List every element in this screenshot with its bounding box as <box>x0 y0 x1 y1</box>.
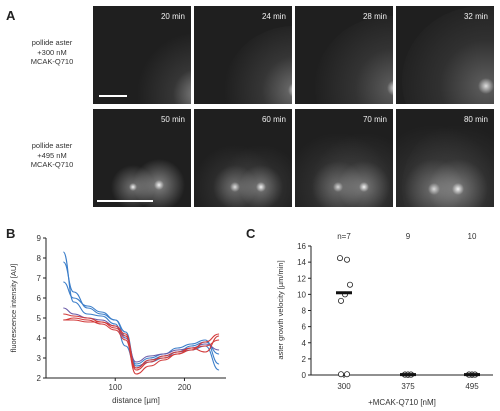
micrograph-row1-t2: 24 min <box>194 6 292 104</box>
c-point <box>337 255 344 262</box>
row-2-label-line-2: +495 nM <box>37 150 67 160</box>
b-y-tick-label: 7 <box>37 274 42 283</box>
time-label: 20 min <box>160 12 185 21</box>
panel-c-chart: 0 2 4 6 8 10 12 14 16 300 375 495 n=7 9 10 +MCAK-Q71… <box>276 232 493 407</box>
time-label: 24 min <box>261 12 286 21</box>
row-1-label-line-3: MCAK-Q710 <box>30 57 74 66</box>
c-median-bar <box>464 373 480 377</box>
c-n-label: n=7 <box>337 232 351 241</box>
c-point <box>344 371 351 378</box>
time-label: 50 min <box>160 115 185 124</box>
b-y-tick-label: 4 <box>37 334 42 343</box>
b-series-line-7 <box>63 313 220 369</box>
aster-glow <box>315 16 393 104</box>
b-y-tick-label: 5 <box>37 314 42 323</box>
b-y-ticks: 2 3 4 5 6 7 8 9 <box>37 234 46 383</box>
c-n-label: 9 <box>406 232 411 241</box>
row-1-label-line-2: +300 nM <box>37 47 67 57</box>
aster-glow-right <box>119 147 191 207</box>
b-x-tick-label: 200 <box>178 383 192 392</box>
micrograph-row2-t4: 80 min <box>396 109 494 207</box>
b-series-line-6 <box>63 319 220 371</box>
c-y-tick-label: 0 <box>302 371 307 380</box>
time-label: 32 min <box>463 12 488 21</box>
time-label: 28 min <box>362 12 387 21</box>
b-y-tick-label: 3 <box>37 354 42 363</box>
c-points <box>337 255 478 378</box>
time-label: 80 min <box>463 115 488 124</box>
b-series-line-2 <box>62 261 220 365</box>
panel-c-letter: C <box>246 226 256 241</box>
b-series-line-3 <box>63 281 220 367</box>
b-y-tick-label: 6 <box>37 294 42 303</box>
b-y-tick-label: 9 <box>37 234 42 243</box>
c-y-ticks: 0 2 4 6 8 10 12 14 16 <box>297 242 311 380</box>
row-2-label-line-1: pollide aster <box>31 141 73 150</box>
b-axes <box>45 238 226 379</box>
b-y-tick-label: 2 <box>37 374 42 383</box>
c-x-axis-label: +MCAK-Q710 [nM] <box>368 398 436 407</box>
c-y-axis-label: aster growth velocity [µm/min] <box>276 260 285 359</box>
row-1-label-line-1: pollide aster <box>31 38 73 47</box>
c-x-tick-label: 495 <box>465 382 479 391</box>
panel-a-letter: A <box>6 8 16 23</box>
scale-bar <box>99 95 127 97</box>
c-point <box>338 297 345 304</box>
c-n-label: 10 <box>468 232 477 241</box>
row-2-label-line-3: MCAK-Q710 <box>30 160 74 169</box>
c-y-tick-label: 8 <box>302 307 307 316</box>
c-medians <box>336 291 480 377</box>
aster-glow <box>224 26 292 104</box>
c-y-tick-label: 14 <box>297 258 306 267</box>
time-label: 60 min <box>261 115 286 124</box>
b-series-line-4 <box>63 307 220 363</box>
micrograph-row1-t4: 32 min <box>396 6 494 104</box>
c-point <box>338 371 345 378</box>
micrograph-row2-t2: 60 min <box>194 109 292 207</box>
c-point <box>347 281 354 288</box>
aster-glow <box>131 34 191 104</box>
c-median-bar <box>400 373 416 377</box>
c-x-tick-label: 375 <box>401 382 415 391</box>
c-point <box>344 256 351 263</box>
c-y-tick-label: 4 <box>302 339 307 348</box>
c-x-tick-label: 300 <box>337 382 351 391</box>
c-y-tick-label: 12 <box>297 274 306 283</box>
c-median-bar <box>336 291 352 295</box>
c-y-tick-label: 2 <box>302 355 307 364</box>
micrograph-row1-t3: 28 min <box>295 6 393 104</box>
micrograph-row2-t1: 50 min <box>93 109 191 207</box>
b-x-tick-label: 100 <box>109 383 123 392</box>
scale-bar <box>97 200 153 202</box>
b-y-axis-label: fluorescence intensity [AU] <box>9 264 18 353</box>
c-y-tick-label: 6 <box>302 323 307 332</box>
b-x-ticks: 100 200 <box>109 378 192 392</box>
time-label: 70 min <box>362 115 387 124</box>
b-x-axis-label: distance [µm] <box>112 396 160 405</box>
c-y-tick-label: 16 <box>297 242 306 251</box>
micrograph-row2-t3: 70 min <box>295 109 393 207</box>
c-n-labels: n=7 9 10 <box>337 232 477 241</box>
panel-b-letter: B <box>6 226 16 241</box>
panel-b-chart: 2 3 4 5 6 7 8 9 100 200 distance [µm] fluorescen… <box>9 234 226 405</box>
row-2-label: pollide aster +495 nM MCAK-Q710 <box>12 141 92 170</box>
c-y-tick-label: 10 <box>297 290 306 299</box>
row-1-label: pollide aster +300 nM MCAK-Q710 <box>12 38 92 67</box>
c-axes <box>310 246 493 376</box>
b-series <box>62 251 220 375</box>
b-y-tick-label: 8 <box>37 254 42 263</box>
b-series-line-1 <box>62 251 220 371</box>
micrograph-row1-t1: 20 min <box>93 6 191 104</box>
